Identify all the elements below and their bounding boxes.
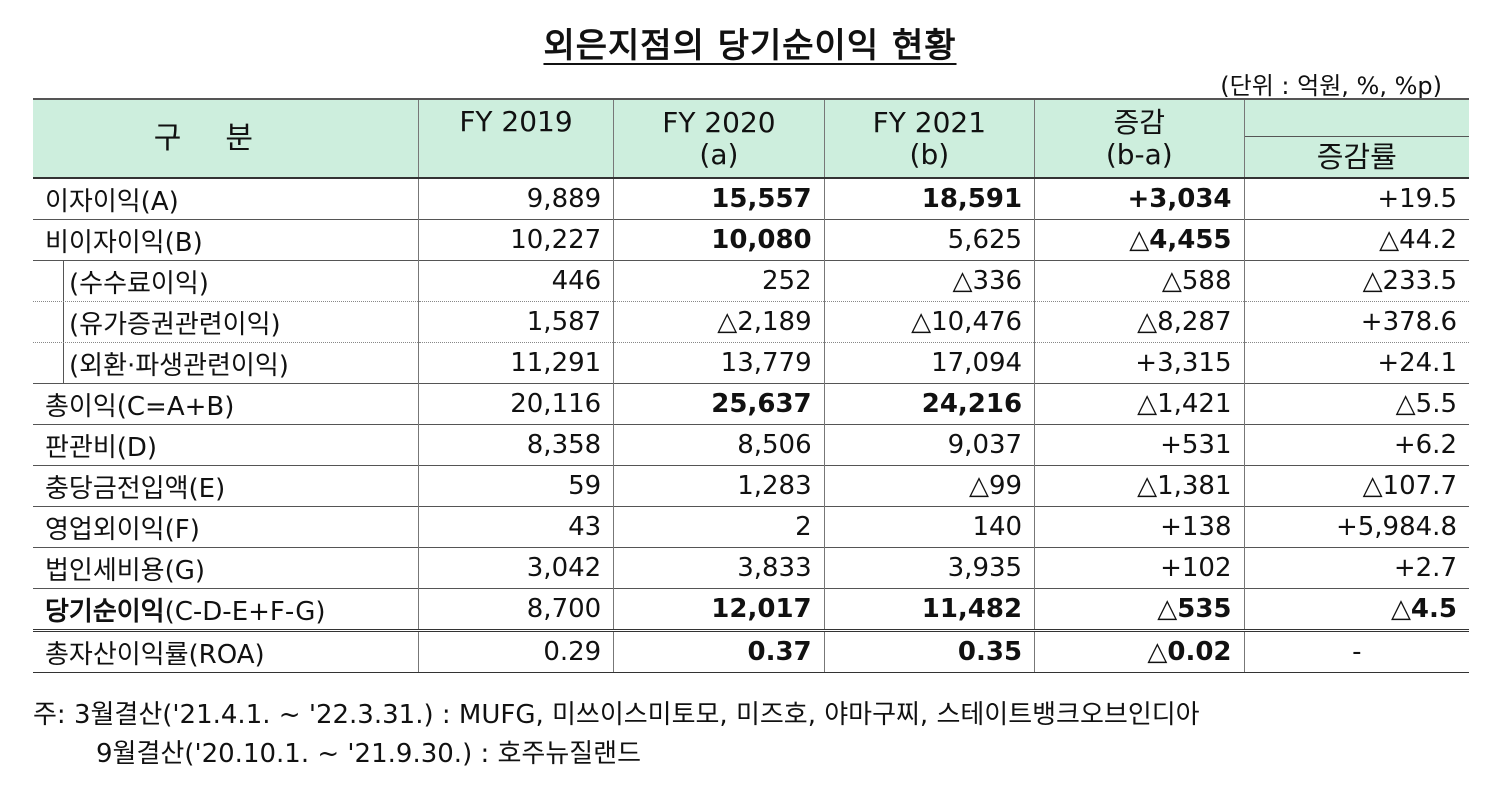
table-row: 판관비(D) 8,358 8,506 9,037 +531 +6.2 xyxy=(33,424,1469,466)
header-gubun: 구분 xyxy=(33,98,419,178)
table-row: (유가증권관련이익) 1,587 △2,189 △10,476 △8,287 +… xyxy=(33,301,1469,343)
table-row: 총이익(C=A+B) 20,116 25,637 24,216 △1,421 △… xyxy=(33,383,1469,425)
header-change: 증감 (b-a) xyxy=(1034,98,1245,178)
unit-label: (단위 : 억원, %, %p) xyxy=(1220,72,1442,100)
header-fy2019: FY 2019 xyxy=(418,98,615,178)
table-row: 비이자이익(B) 10,227 10,080 5,625 △4,455 △44.… xyxy=(33,219,1469,261)
table-row: 법인세비용(G) 3,042 3,833 3,935 +102 +2.7 xyxy=(33,547,1469,589)
header-fy2021: FY 2021 (b) xyxy=(824,98,1036,178)
table-row-roa: 총자산이익률(ROA) 0.29 0.37 0.35 △0.02 - xyxy=(33,630,1469,673)
table-row: (외환·파생관련이익) 11,291 13,779 17,094 +3,315 … xyxy=(33,342,1469,384)
header-rate-spacer xyxy=(1244,98,1469,137)
footnote-line-1: 주: 3월결산('21.4.1. ~ '22.3.31.) : MUFG, 미쓰… xyxy=(33,700,1200,730)
table-row: 영업외이익(F) 43 2 140 +138 +5,984.8 xyxy=(33,506,1469,548)
table-row: 이자이익(A) 9,889 15,557 18,591 +3,034 +19.5 xyxy=(33,177,1469,220)
footnote-line-2: 9월결산('20.10.1. ~ '21.9.30.) : 호주뉴질랜드 xyxy=(96,739,642,769)
net-income-table: 구분 FY 2019 FY 2020 (a) FY 2021 (b) 증감 (b… xyxy=(33,98,1469,673)
page-title: 외은지점의 당기순이익 현황 xyxy=(543,26,957,66)
table-row-net-income: 당기순이익(C-D-E+F-G) 8,700 12,017 11,482 △53… xyxy=(33,588,1469,632)
header-fy2020: FY 2020 (a) xyxy=(613,98,825,178)
table-row: (수수료이익) 446 252 △336 △588 △233.5 xyxy=(33,260,1469,302)
table-row: 충당금전입액(E) 59 1,283 △99 △1,381 △107.7 xyxy=(33,465,1469,507)
header-rate: 증감률 xyxy=(1244,136,1469,178)
